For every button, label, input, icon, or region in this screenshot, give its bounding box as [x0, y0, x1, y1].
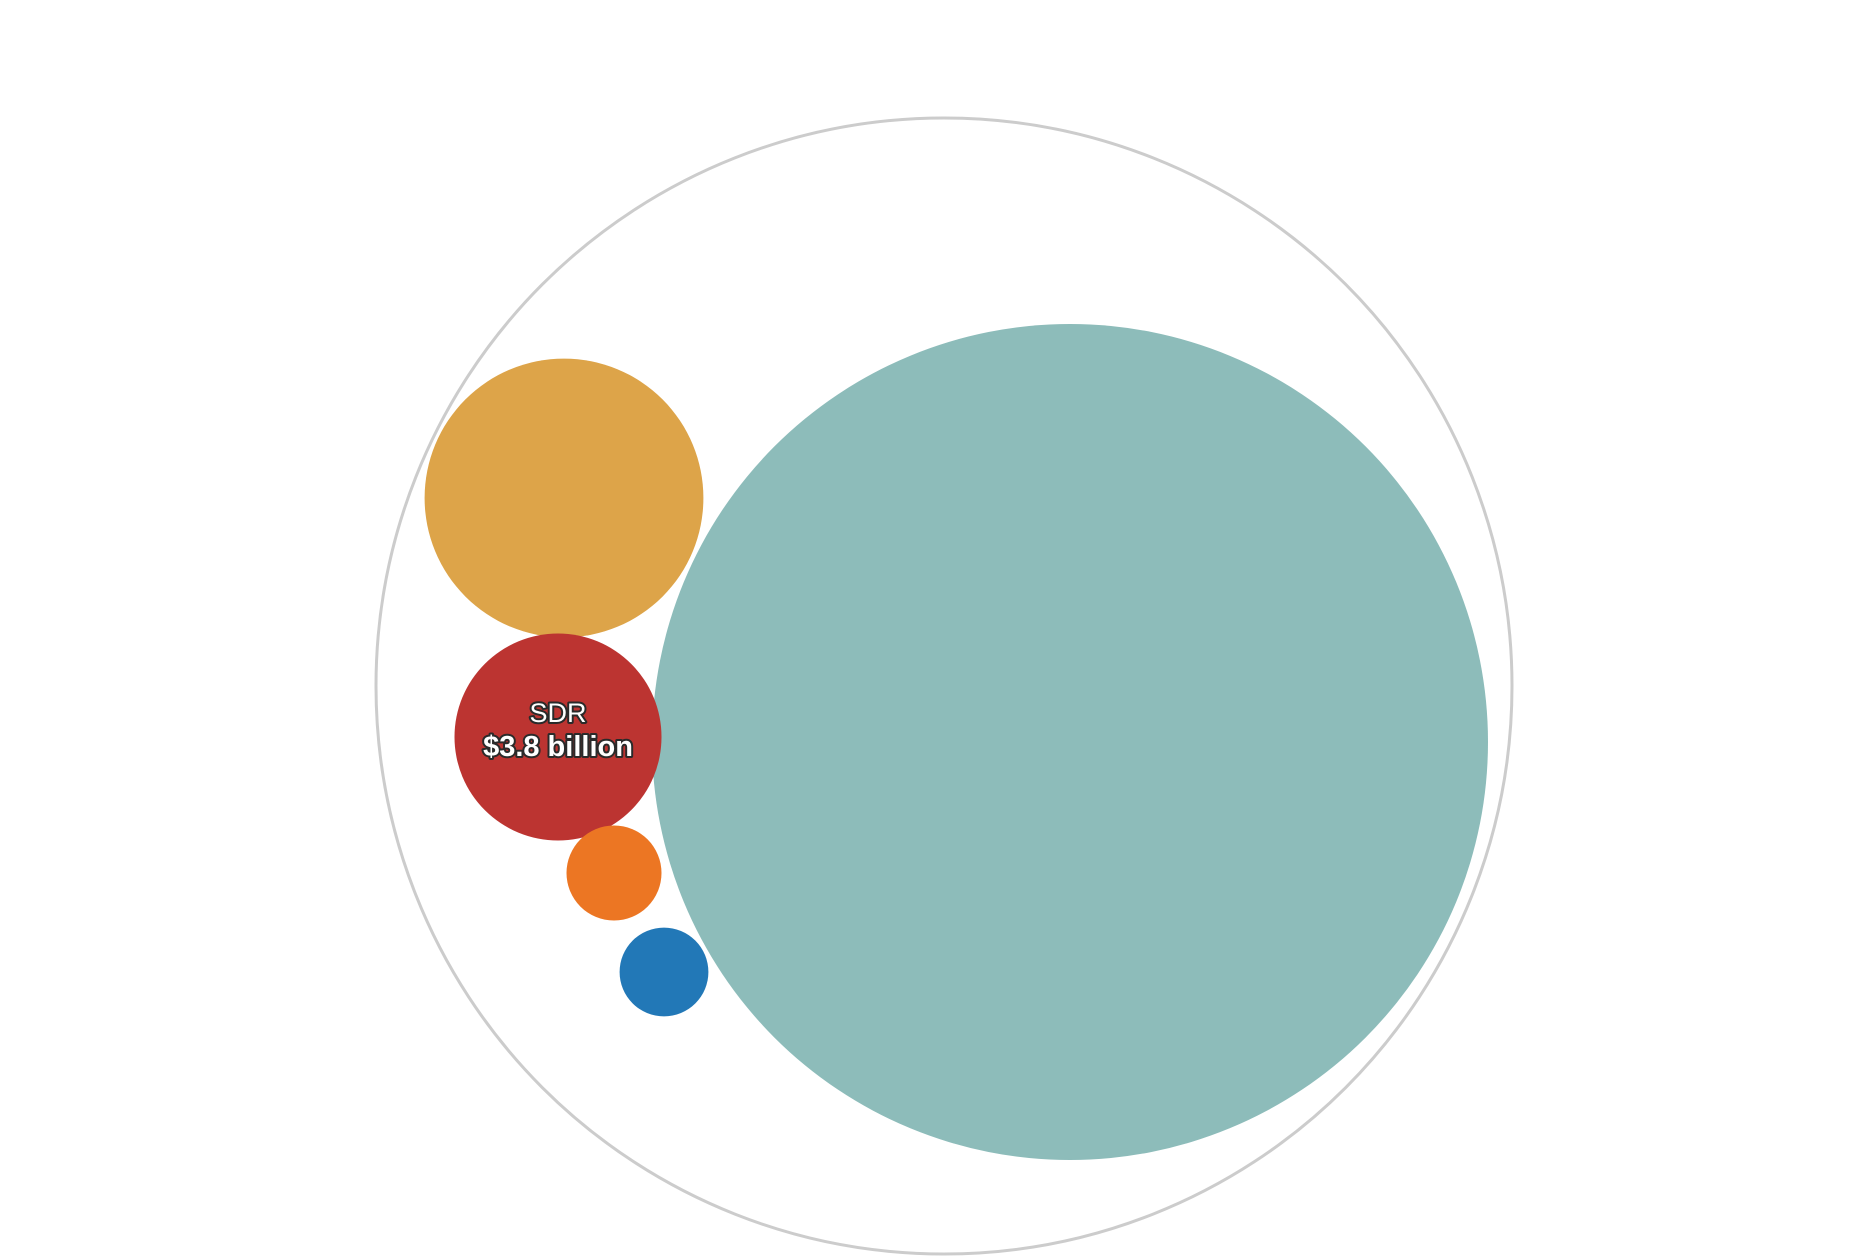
- bubble-2[interactable]: [454, 633, 662, 841]
- bubble-2-name-label: SDR: [529, 698, 586, 728]
- bubble-3[interactable]: [566, 825, 662, 921]
- container-circle: [374, 116, 1514, 1256]
- bubbles-group: [424, 324, 1488, 1160]
- bubble-4[interactable]: [619, 927, 709, 1017]
- labels-group: SDR$3.8 billion: [481, 696, 635, 765]
- bubble-1[interactable]: [424, 358, 704, 638]
- bubble-0[interactable]: [652, 324, 1488, 1160]
- bubble-2-value-label: $3.8 billion: [483, 731, 633, 763]
